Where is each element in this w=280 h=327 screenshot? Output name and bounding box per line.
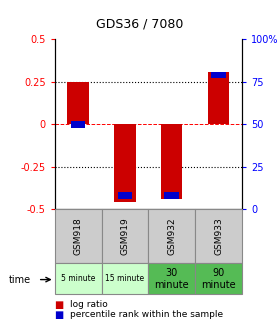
Bar [211, 72, 226, 78]
Bar [164, 192, 179, 199]
Bar [101, 263, 148, 294]
Text: ■: ■ [55, 300, 64, 310]
Bar [208, 72, 229, 124]
Text: log ratio: log ratio [70, 300, 108, 309]
Text: GSM933: GSM933 [214, 217, 223, 255]
Text: GDS36 / 7080: GDS36 / 7080 [96, 18, 184, 31]
Text: 90
minute: 90 minute [201, 268, 236, 290]
Text: GSM919: GSM919 [120, 217, 129, 255]
Text: 30
minute: 30 minute [155, 268, 189, 290]
Text: ■: ■ [55, 310, 64, 319]
Bar [148, 209, 195, 263]
Text: 5 minute: 5 minute [61, 274, 95, 283]
Bar [195, 209, 242, 263]
Text: percentile rank within the sample: percentile rank within the sample [70, 310, 223, 319]
Bar [55, 263, 101, 294]
Bar [55, 209, 101, 263]
Bar [67, 82, 88, 124]
Bar [101, 209, 148, 263]
Bar [115, 124, 136, 202]
Bar [118, 192, 132, 199]
Bar [161, 124, 182, 199]
Text: time: time [8, 275, 31, 284]
Bar [148, 263, 195, 294]
Bar [195, 263, 242, 294]
Text: GSM918: GSM918 [74, 217, 83, 255]
Text: 15 minute: 15 minute [105, 274, 144, 283]
Text: GSM932: GSM932 [167, 217, 176, 255]
Bar [71, 121, 85, 128]
